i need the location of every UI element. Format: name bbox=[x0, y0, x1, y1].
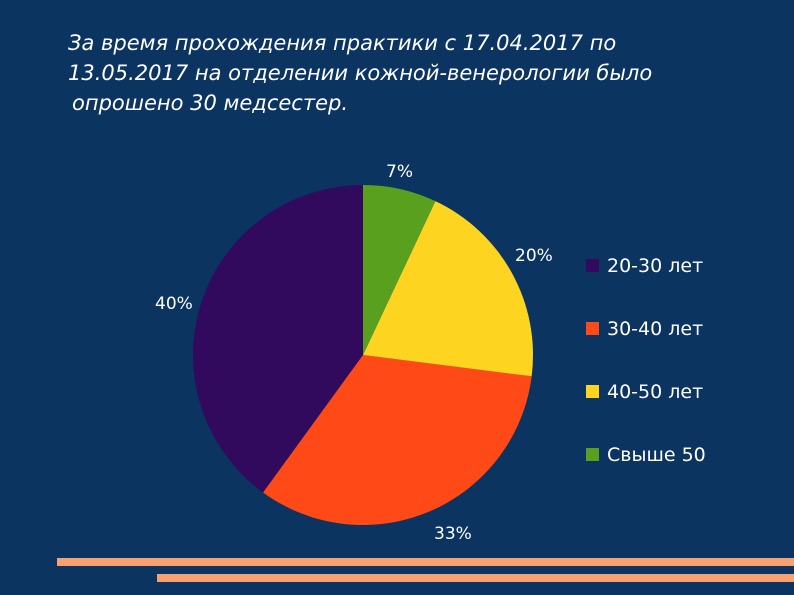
legend-label-30-40: 30-40 лет bbox=[607, 317, 704, 340]
label-20: 20% bbox=[515, 246, 553, 266]
legend-item-30-40: 30-40 лет bbox=[586, 297, 706, 360]
legend-label-over-50: Свыше 50 bbox=[607, 443, 706, 466]
pie-slice-4 bbox=[363, 185, 436, 355]
legend-swatch-over-50 bbox=[586, 448, 599, 461]
legend-swatch-20-30 bbox=[586, 259, 599, 272]
pie-slices bbox=[193, 185, 533, 525]
decorative-line-top bbox=[57, 558, 794, 566]
legend: 20-30 лет 30-40 лет 40-50 лет Свыше 50 bbox=[586, 234, 706, 486]
pie-slice-2 bbox=[263, 355, 532, 525]
legend-swatch-40-50 bbox=[586, 385, 599, 398]
legend-label-20-30: 20-30 лет bbox=[607, 254, 704, 277]
label-40: 40% bbox=[155, 294, 193, 314]
title-line-1: За время прохождения практики с 17.04.20… bbox=[68, 31, 617, 55]
pie-slice-3 bbox=[363, 201, 533, 377]
legend-swatch-30-40 bbox=[586, 322, 599, 335]
slide-title: За время прохождения практики с 17.04.20… bbox=[68, 28, 758, 118]
pie-slice-1 bbox=[193, 185, 363, 493]
decorative-line-bottom bbox=[157, 574, 794, 582]
legend-item-over-50: Свыше 50 bbox=[586, 423, 706, 486]
title-line-3: опрошено 30 медсестер. bbox=[72, 91, 348, 115]
legend-item-20-30: 20-30 лет bbox=[586, 234, 706, 297]
legend-item-40-50: 40-50 лет bbox=[586, 360, 706, 423]
label-33: 33% bbox=[434, 524, 472, 544]
label-7: 7% bbox=[386, 162, 413, 182]
title-line-2: 13.05.2017 на отделении кожной-венеролог… bbox=[68, 61, 653, 85]
legend-label-40-50: 40-50 лет bbox=[607, 380, 704, 403]
